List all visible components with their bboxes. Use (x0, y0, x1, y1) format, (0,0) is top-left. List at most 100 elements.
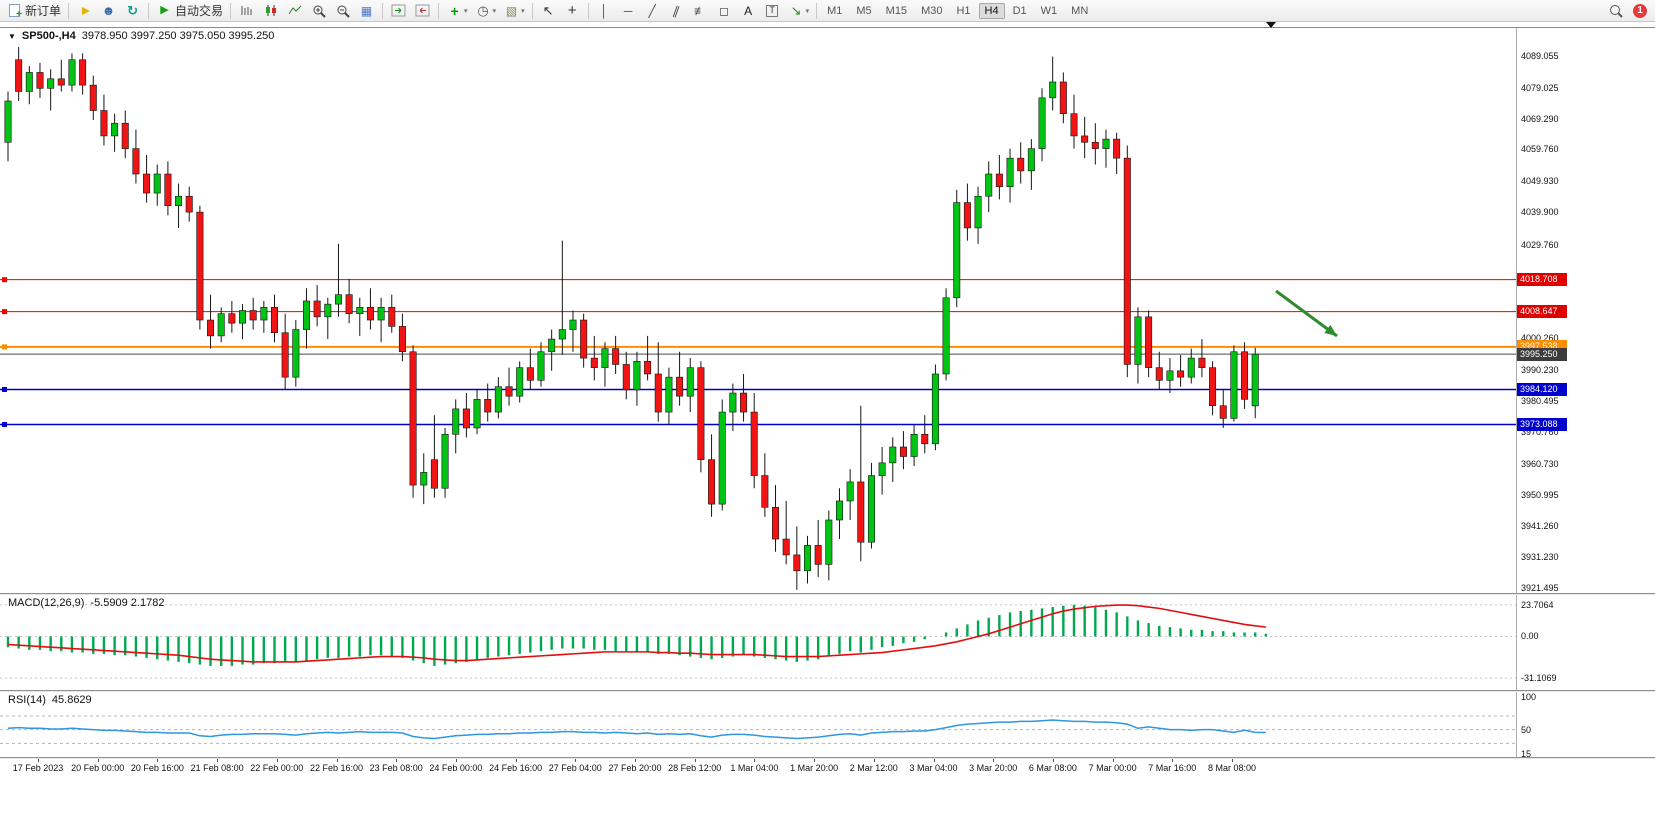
zoom-in-button[interactable] (307, 1, 330, 20)
chart-shift-icon (414, 2, 431, 19)
time-tick (515, 759, 517, 762)
time-tick (157, 759, 159, 762)
channel-button[interactable]: ∥ (665, 1, 688, 20)
new-order-button[interactable]: 新订单 (3, 1, 64, 20)
time-axis[interactable]: 17 Feb 2023 20 Feb 00:00 20 Feb 16:00 21 Fe… (0, 759, 1655, 777)
text-button[interactable]: A (737, 1, 760, 20)
pane-separator[interactable] (0, 757, 1655, 759)
timeframe-h1-button[interactable]: H1 (956, 4, 971, 17)
price-tick: 4079.025 (1521, 83, 1559, 94)
rsi-pane: RSI(14) 45.8629 100 50 15 (0, 692, 1655, 757)
one-click-trading-toggle[interactable]: ▼ (8, 31, 16, 41)
shapes-button[interactable]: ◻ (713, 1, 736, 20)
timeframe-mn-button[interactable]: MN (1071, 4, 1089, 17)
rsi-axis[interactable]: 100 50 15 (1516, 692, 1655, 757)
toolbar-separator (587, 2, 589, 19)
chevron-down-icon: ▾ (521, 7, 525, 15)
time-label: 21 Feb 08:00 (190, 763, 244, 773)
price-tick: 3950.995 (1521, 489, 1559, 500)
main-chart-plot[interactable]: ▼ SP500-,H4 3978.950 3997.250 3975.050 3… (0, 28, 1516, 593)
bottom-strip (0, 777, 1655, 825)
zoom-out-button[interactable] (331, 1, 354, 20)
toolbar: 新订单 ☻ ↻ ▶ 自动交易 (0, 0, 1655, 22)
templates-button[interactable]: ▧ ▾ (500, 1, 528, 20)
line-chart-button[interactable] (283, 1, 306, 20)
price-line-label: 3984.120 (1517, 382, 1567, 396)
time-tick (336, 759, 338, 762)
clock-icon: ◷ (477, 3, 489, 18)
crosshair-button[interactable]: + (561, 1, 584, 20)
time-label: 8 Mar 08:00 (1207, 763, 1257, 773)
channel-icon: ∥ (670, 2, 682, 19)
user-icon: ☻ (101, 3, 116, 18)
trendline-button[interactable]: ╱ (641, 1, 664, 20)
time-tick (754, 759, 756, 762)
toolbar-separator (148, 2, 150, 19)
periods-button[interactable]: ◷ ▾ (472, 1, 500, 20)
macd-axis[interactable]: 23.7064 0.00 -31.1069 (1516, 595, 1655, 690)
notification-badge[interactable]: 1 (1633, 3, 1647, 18)
timeframe-group: M1 M5 M15 M30 H1 H4 D1 W1 MN (821, 2, 1094, 19)
price-line-label: 3995.250 (1517, 347, 1567, 361)
autoscroll-icon (390, 2, 407, 19)
candlestick-icon (262, 2, 279, 19)
symbol-info: ▼ SP500-,H4 3978.950 3997.250 3975.050 3… (8, 30, 274, 42)
new-order-label: 新订单 (25, 4, 62, 18)
chart-shift-button[interactable] (411, 1, 434, 20)
text-icon: A (744, 3, 753, 18)
symbol-title: SP500-,H4 (21, 30, 76, 42)
time-label: 17 Feb 2023 (12, 763, 64, 773)
autoscroll-button[interactable] (387, 1, 410, 20)
alerts-button[interactable] (73, 1, 96, 20)
profile-button[interactable]: ☻ (97, 1, 120, 20)
macd-label: MACD(12,26,9) -5.5909 2.1782 (8, 597, 164, 609)
fibonacci-button[interactable]: ≢ (689, 1, 712, 20)
price-tick: 4039.900 (1521, 207, 1559, 218)
indicators-icon: + (450, 2, 459, 19)
indicators-button[interactable]: + ▾ (443, 1, 471, 20)
price-tick: 4000.260 (1521, 333, 1559, 344)
bar-chart-icon (238, 2, 255, 19)
grid-button[interactable]: ▦ (355, 1, 378, 20)
macd-values: -5.5909 2.1782 (90, 597, 165, 609)
timeframe-w1-button[interactable]: W1 (1040, 4, 1058, 17)
sync-button[interactable]: ↻ (121, 1, 144, 20)
toolbar-separator (68, 2, 70, 19)
rsi-chart (0, 715, 1516, 744)
price-tick: 3931.230 (1521, 552, 1559, 563)
main-chart-pane: ▼ SP500-,H4 3978.950 3997.250 3975.050 3… (0, 28, 1655, 593)
horizontal-line-button[interactable]: ─ (617, 1, 640, 20)
macd-plot[interactable]: MACD(12,26,9) -5.5909 2.1782 (0, 595, 1516, 690)
time-tick (814, 759, 816, 762)
timeframe-d1-button[interactable]: D1 (1012, 4, 1027, 17)
rsi-plot[interactable]: RSI(14) 45.8629 (0, 692, 1516, 757)
time-tick (873, 759, 875, 762)
pane-separator[interactable] (0, 690, 1655, 692)
time-label: 23 Feb 08:00 (369, 763, 423, 773)
new-order-icon (9, 4, 22, 20)
timeframe-m5-button[interactable]: M5 (856, 4, 872, 17)
price-line-label: 4008.647 (1517, 305, 1567, 319)
bar-chart-button[interactable] (235, 1, 258, 20)
price-axis[interactable]: 4089.055 4079.025 4069.290 4059.760 4049.930… (1516, 28, 1655, 593)
timeframe-h4-button[interactable]: H4 (978, 2, 1005, 19)
label-button[interactable]: T (761, 1, 784, 20)
play-icon: ▶ (160, 4, 169, 16)
toolbar-separator (531, 2, 533, 19)
timeframe-m30-button[interactable]: M30 (921, 4, 943, 17)
autotrade-button[interactable]: ▶ 自动交易 (153, 1, 226, 20)
search-button[interactable] (1604, 1, 1627, 20)
toolbar-separator (816, 2, 818, 19)
chevron-down-icon: ▾ (805, 7, 810, 15)
time-tick (575, 759, 577, 762)
chart-shift-marker[interactable] (1266, 22, 1276, 28)
timeframe-m15-button[interactable]: M15 (885, 4, 908, 17)
horizontal-line-icon: ─ (623, 3, 633, 18)
pane-separator[interactable] (0, 593, 1655, 595)
cursor-button[interactable]: ↖ (537, 1, 560, 20)
text-label-icon: T (766, 4, 779, 17)
candlestick-button[interactable] (259, 1, 282, 20)
arrows-button[interactable]: ↘ ▾ (785, 1, 813, 20)
timeframe-m1-button[interactable]: M1 (827, 4, 843, 17)
vertical-line-button[interactable]: │ (593, 1, 616, 20)
